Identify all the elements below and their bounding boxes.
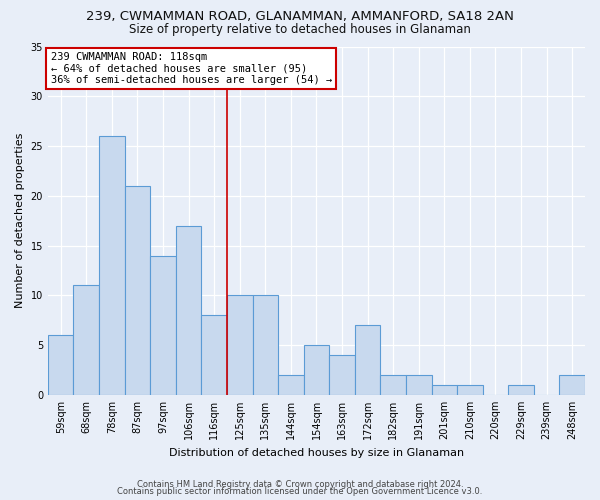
Bar <box>125 186 150 395</box>
Bar <box>508 385 534 395</box>
Text: Contains public sector information licensed under the Open Government Licence v3: Contains public sector information licen… <box>118 488 482 496</box>
Bar <box>278 375 304 395</box>
Bar <box>329 355 355 395</box>
Bar <box>202 316 227 395</box>
Bar <box>176 226 202 395</box>
Bar <box>227 296 253 395</box>
Text: Contains HM Land Registry data © Crown copyright and database right 2024.: Contains HM Land Registry data © Crown c… <box>137 480 463 489</box>
Y-axis label: Number of detached properties: Number of detached properties <box>15 133 25 308</box>
Text: 239, CWMAMMAN ROAD, GLANAMMAN, AMMANFORD, SA18 2AN: 239, CWMAMMAN ROAD, GLANAMMAN, AMMANFORD… <box>86 10 514 23</box>
X-axis label: Distribution of detached houses by size in Glanaman: Distribution of detached houses by size … <box>169 448 464 458</box>
Bar <box>380 375 406 395</box>
Bar <box>559 375 585 395</box>
Bar <box>304 345 329 395</box>
Text: Size of property relative to detached houses in Glanaman: Size of property relative to detached ho… <box>129 22 471 36</box>
Text: 239 CWMAMMAN ROAD: 118sqm
← 64% of detached houses are smaller (95)
36% of semi-: 239 CWMAMMAN ROAD: 118sqm ← 64% of detac… <box>50 52 332 85</box>
Bar <box>253 296 278 395</box>
Bar <box>406 375 431 395</box>
Bar <box>48 335 73 395</box>
Bar <box>355 325 380 395</box>
Bar <box>73 286 99 395</box>
Bar <box>99 136 125 395</box>
Bar <box>457 385 482 395</box>
Bar <box>150 256 176 395</box>
Bar <box>431 385 457 395</box>
